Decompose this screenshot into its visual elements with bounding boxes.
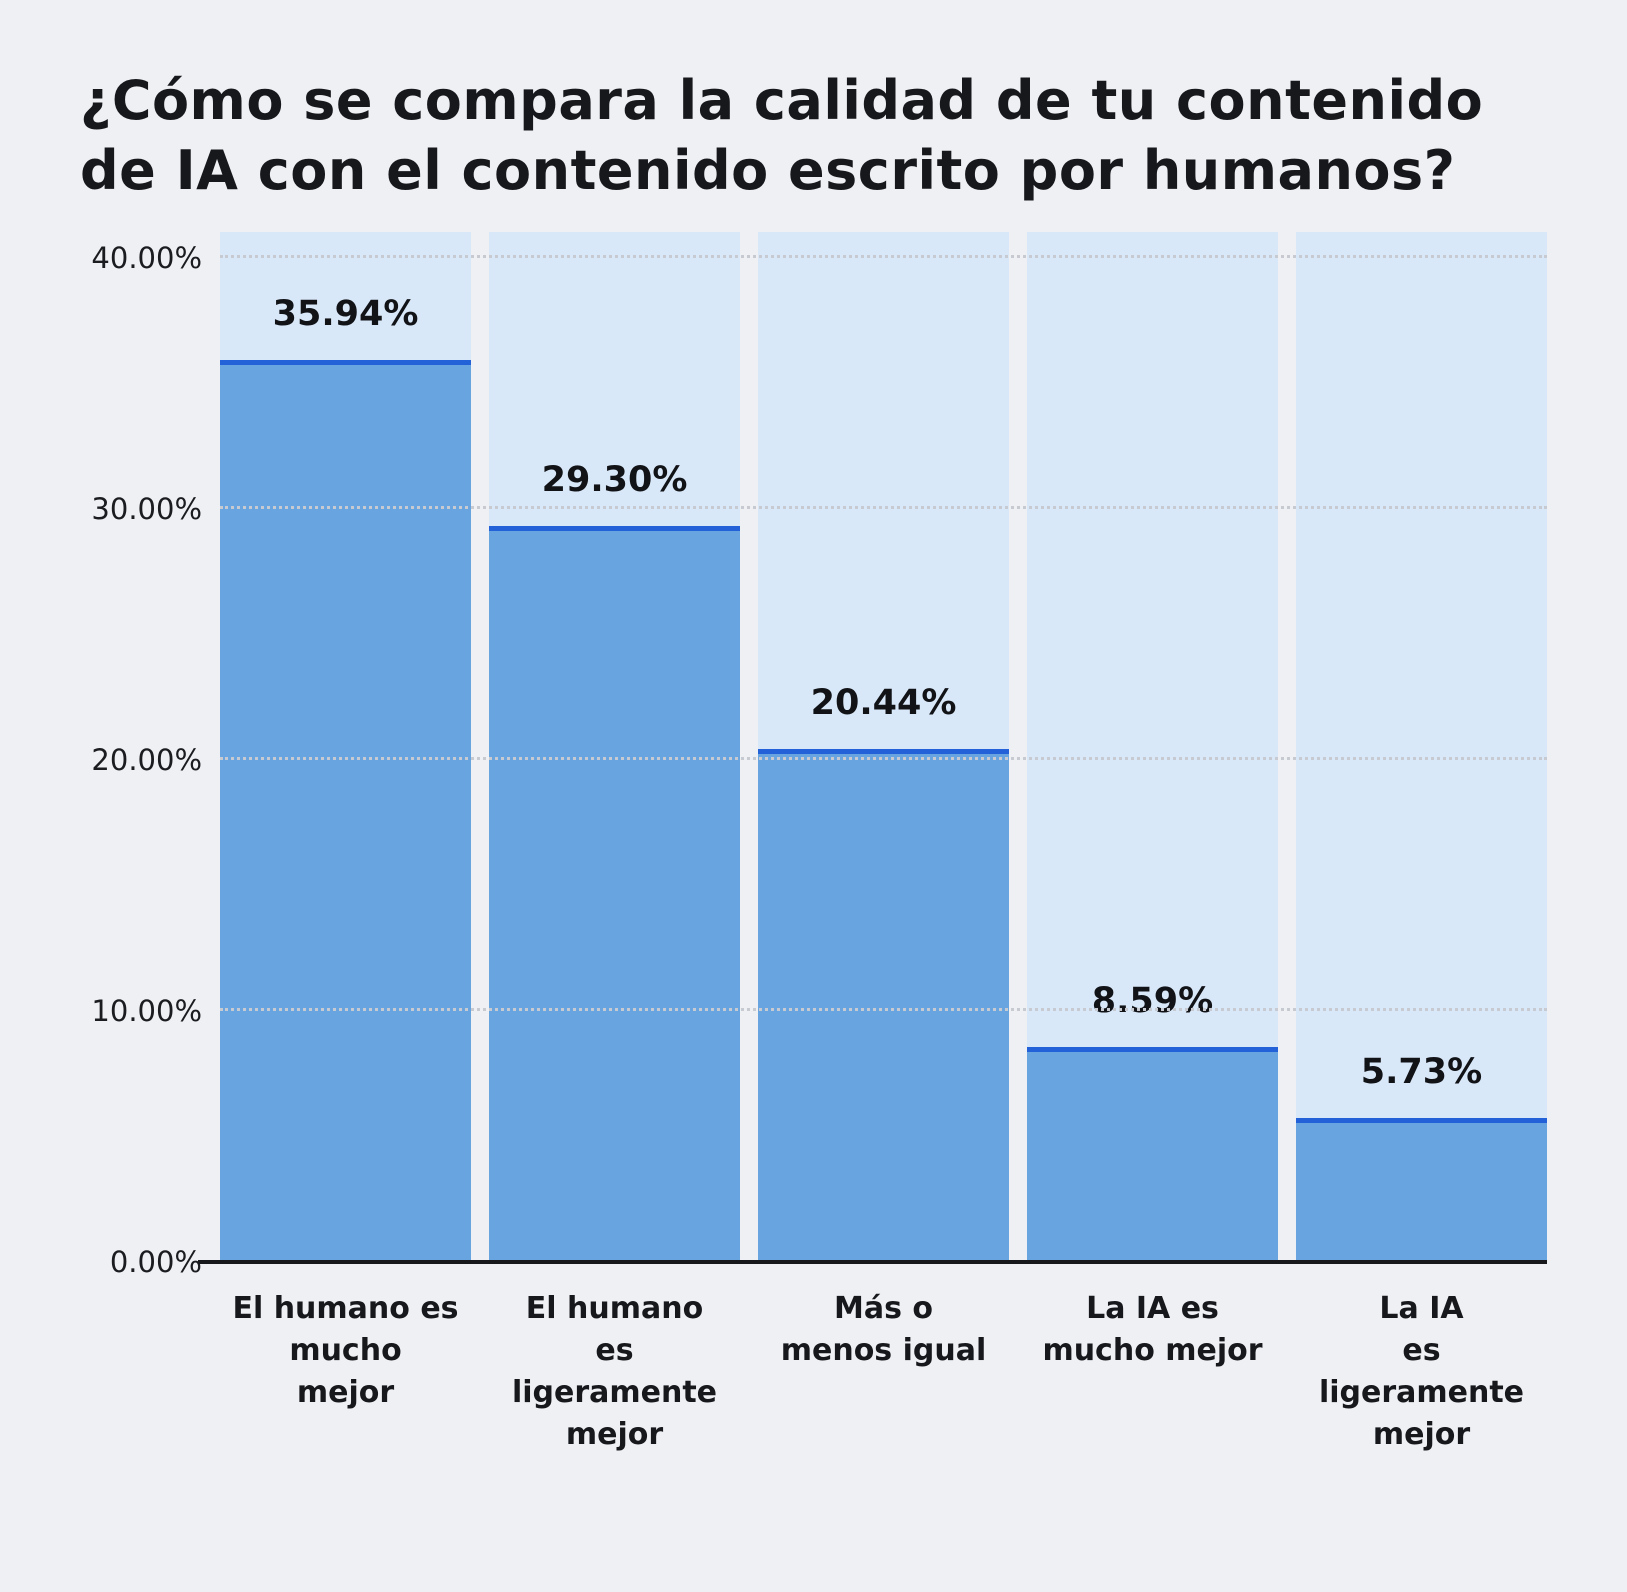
y-axis-tick-label: 20.00% (91, 742, 202, 777)
bar (1027, 1046, 1278, 1263)
bar-chart: 35.94% 29.30% 20.44% 8.59% 5.73% 0.00% 10.00%… (80, 232, 1547, 1456)
bar-value-label: 35.94% (272, 293, 419, 334)
gridline (220, 1008, 1547, 1012)
bar-column-track: 5.73% (1296, 232, 1547, 1263)
gridline (220, 254, 1547, 258)
bar (758, 748, 1009, 1263)
bar-column-track: 8.59% (1027, 232, 1278, 1263)
bar-columns: 35.94% 29.30% 20.44% 8.59% 5.73% (220, 232, 1547, 1263)
bar (1296, 1118, 1547, 1263)
y-axis-tick-label: 30.00% (91, 491, 202, 526)
bar-value-label: 5.73% (1360, 1052, 1483, 1093)
bar-column-track: 35.94% (220, 232, 471, 1263)
gridline (220, 756, 1547, 760)
bar-column-track: 20.44% (758, 232, 1009, 1263)
y-axis-tick-label: 40.00% (91, 240, 202, 275)
x-axis-label: El humano es mucho mejor (232, 1291, 459, 1411)
x-axis-label: La IA es mucho mejor (1042, 1291, 1263, 1369)
gridline (220, 505, 1547, 509)
y-axis-tick-label: 0.00% (109, 1245, 202, 1280)
bar-value-label: 8.59% (1091, 980, 1214, 1021)
bar-value-label: 29.30% (541, 460, 688, 501)
bar (489, 526, 740, 1263)
bar-value-label: 20.44% (810, 682, 957, 723)
plot-area: 35.94% 29.30% 20.44% 8.59% 5.73% 0.00% 10.00%… (91, 232, 1547, 1279)
x-axis-label: Más o menos igual (780, 1291, 987, 1369)
y-axis-tick-label: 10.00% (91, 994, 202, 1029)
x-axis-labels: El humano es mucho mejor El humano es ligera… (220, 1262, 1547, 1456)
x-axis-label: El humano es ligeramente mejor (511, 1291, 718, 1453)
bar (220, 359, 471, 1263)
bar-column-track: 29.30% (489, 232, 740, 1263)
chart-title: ¿Cómo se compara la calidad de tu conten… (80, 69, 1484, 203)
x-axis-label: La IA es ligeramente mejor (1318, 1291, 1525, 1453)
